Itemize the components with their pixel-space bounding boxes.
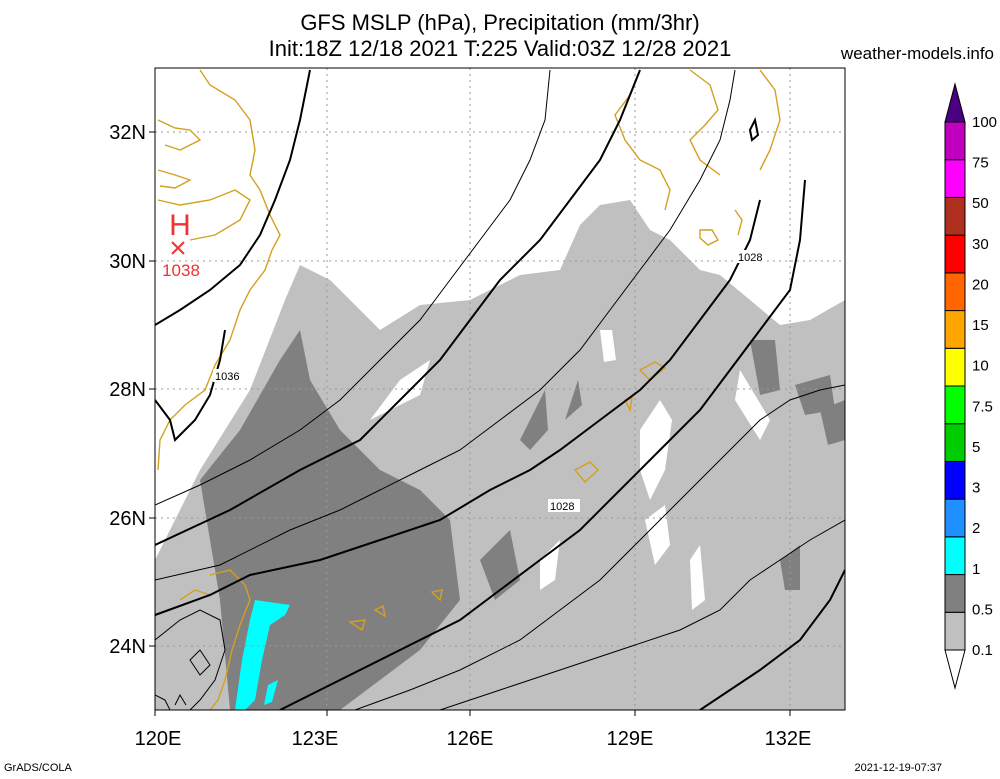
- legend-label: 75: [972, 155, 989, 172]
- grid-lines: [155, 68, 845, 710]
- lat-label: 28N: [109, 379, 146, 401]
- legend-label: 100: [972, 114, 997, 131]
- legend-swatch: [944, 159, 966, 198]
- high-pressure-center: H 1038: [162, 209, 200, 280]
- isobar-label: 1028: [738, 252, 762, 264]
- precip-gap: [645, 505, 670, 565]
- precip-gap: [370, 360, 430, 420]
- lon-label: 132E: [765, 728, 812, 750]
- legend-swatch: [944, 423, 966, 462]
- precip-moderate-region: [520, 390, 548, 450]
- legend-label: 0.5: [972, 601, 993, 618]
- high-pressure-letter: H: [169, 209, 191, 242]
- legend-swatch: [944, 498, 966, 538]
- legend-swatch: [944, 121, 966, 161]
- precip-legend: 0.1 0.5 1 2 3 5 7.5 10 15 20 30 50 75 100: [944, 82, 997, 690]
- axis-ticks: [149, 131, 791, 716]
- legend-swatch: [944, 536, 966, 576]
- lat-labels: 32N 30N 28N 26N 24N: [109, 122, 146, 658]
- legend-swatch: [944, 234, 966, 274]
- precip-gap: [735, 370, 770, 440]
- footer-credit: GrADS/COLA: [4, 762, 72, 774]
- legend-swatch: [944, 196, 966, 236]
- coastlines: [157, 69, 781, 710]
- precip-gap: [690, 545, 705, 610]
- legend-swatch: [944, 460, 966, 500]
- legend-label: 5: [972, 439, 980, 456]
- isobar-label: 1028: [550, 501, 574, 513]
- lat-label: 32N: [109, 122, 146, 144]
- isobars-minor: [155, 69, 845, 710]
- legend-arrow-high: [944, 82, 966, 123]
- isobar-labels: 1036 1028 1028: [213, 250, 766, 513]
- legend-swatch: [944, 272, 966, 312]
- precip-moderate-region: [820, 400, 845, 445]
- legend-swatch: [944, 347, 966, 387]
- precip-gap: [540, 540, 560, 590]
- lon-labels: 120E 123E 126E 129E 132E: [135, 728, 812, 750]
- high-pressure-value: 1038: [162, 261, 200, 280]
- lon-label: 120E: [135, 728, 182, 750]
- precip-moderate-region: [750, 340, 780, 395]
- lon-label: 129E: [607, 728, 654, 750]
- legend-swatch: [944, 574, 966, 613]
- precip-moderate-region: [795, 375, 835, 415]
- isobars-major: [155, 69, 845, 710]
- site-credit: weather-models.info: [840, 44, 994, 63]
- lat-label: 26N: [109, 508, 146, 530]
- lon-label: 123E: [292, 728, 339, 750]
- map-plot-area: [155, 68, 845, 710]
- legend-label: 0.1: [972, 642, 993, 659]
- chart-title: GFS MSLP (hPa), Precipitation (mm/3hr): [300, 10, 700, 35]
- precip-moderate-region: [565, 380, 582, 420]
- chart-subtitle: Init:18Z 12/18 2021 T:225 Valid:03Z 12/2…: [268, 36, 732, 61]
- isobar-label: 1036: [215, 371, 239, 383]
- legend-label: 2: [972, 520, 980, 537]
- precip-gap: [640, 400, 672, 500]
- precip-heavy-region: [235, 600, 290, 710]
- lon-label: 126E: [447, 728, 494, 750]
- legend-label: 7.5: [972, 398, 993, 415]
- high-pressure-x-icon: [171, 241, 185, 255]
- lat-label: 30N: [109, 251, 146, 273]
- legend-label: 10: [972, 358, 989, 375]
- legend-swatch: [944, 385, 966, 425]
- legend-swatch: [944, 310, 966, 349]
- legend-arrow-low: [944, 649, 966, 690]
- lat-label: 24N: [109, 636, 146, 658]
- legend-label: 50: [972, 195, 989, 212]
- precip-gap: [600, 330, 616, 362]
- footer-timestamp: 2021-12-19-07:37: [854, 762, 942, 774]
- legend-label: 3: [972, 480, 980, 497]
- legend-label: 15: [972, 317, 989, 334]
- legend-label: 20: [972, 276, 989, 293]
- legend-label: 1: [972, 561, 980, 578]
- legend-swatch: [944, 611, 966, 651]
- precip-heavy-region: [264, 680, 278, 705]
- legend-label: 30: [972, 236, 989, 253]
